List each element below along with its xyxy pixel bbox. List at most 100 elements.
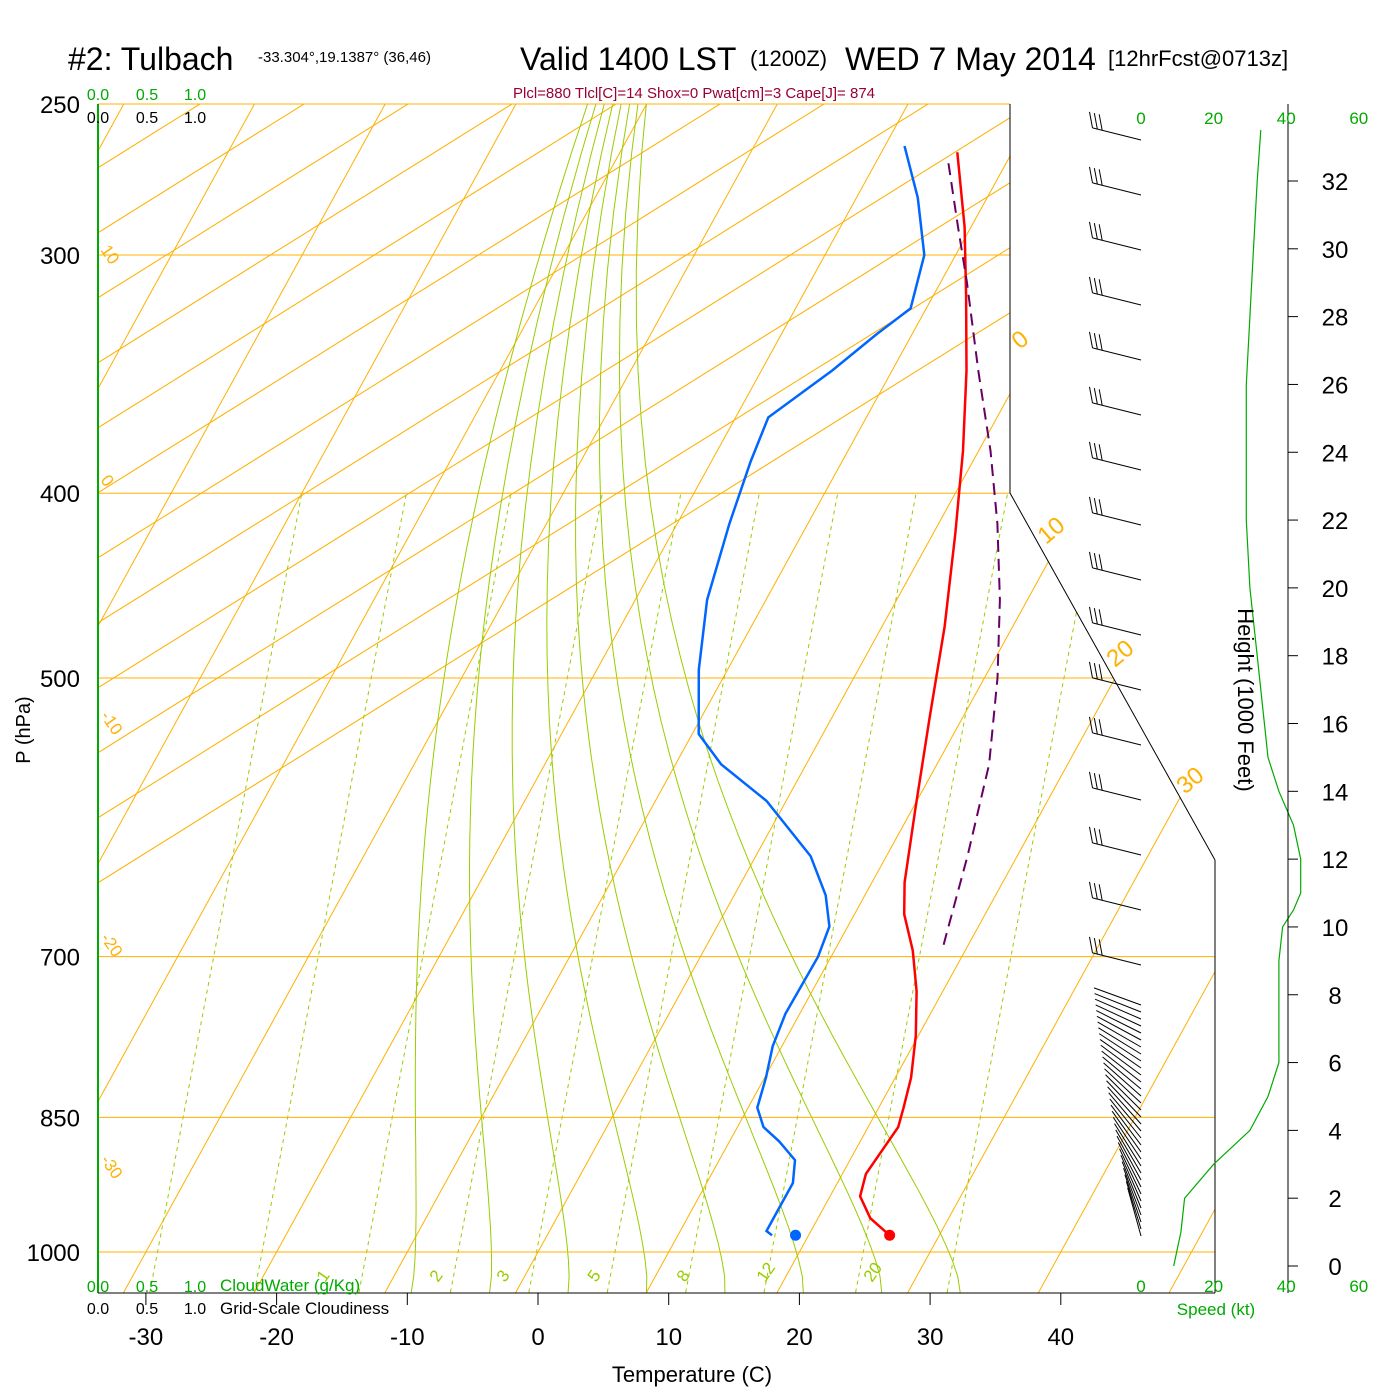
chart-title-date: WED 7 May 2014 — [845, 41, 1096, 77]
mixing-ratio-line — [358, 493, 512, 1293]
wind-barb — [1112, 1117, 1142, 1160]
height-tick-label: 20 — [1322, 576, 1349, 603]
y-axis-label: P (hPa) — [13, 696, 35, 763]
wind-barb — [1088, 716, 1142, 746]
dry-adiabat-line — [98, 104, 1049, 1293]
wind-barb — [1096, 1010, 1142, 1034]
wind-barb — [1094, 993, 1142, 1013]
cloudiness-tick-bottom: 0.5 — [136, 1301, 158, 1318]
wind-barb — [1088, 881, 1142, 911]
wind-barb — [1095, 1004, 1142, 1027]
pressure-tick-label: 250 — [40, 92, 80, 119]
parcel-profile-line — [942, 161, 1001, 945]
cloudiness-tick-top: 1.0 — [184, 110, 206, 127]
height-tick-label: 30 — [1322, 237, 1349, 264]
height-tick-label: 28 — [1322, 305, 1349, 332]
cloudwater-tick-top: 0.5 — [136, 87, 158, 104]
pressure-tick-label: 1000 — [27, 1240, 80, 1267]
cloudwater-tick-bottom: 0.5 — [136, 1279, 158, 1296]
height-tick-label: 0 — [1328, 1254, 1341, 1281]
mixing-ratio-line — [606, 493, 760, 1293]
height-tick-label: 26 — [1322, 372, 1349, 399]
isotherm-line — [904, 104, 1215, 1293]
dry-adiabat-line — [98, 104, 1153, 1293]
plot-frame — [97, 103, 1216, 1294]
cloudiness-tick-bottom: 1.0 — [184, 1301, 206, 1318]
wind-barb — [1101, 1050, 1142, 1083]
wind-barb — [1088, 606, 1142, 636]
wind-barb — [1088, 826, 1142, 856]
height-tick-label: 2 — [1328, 1186, 1341, 1213]
cloudwater-tick-top: 1.0 — [184, 87, 206, 104]
height-tick-label: 6 — [1328, 1051, 1341, 1078]
mixing-ratio-label: 8 — [673, 1267, 694, 1286]
x-tick-label: 10 — [655, 1324, 682, 1351]
wind-barb — [1109, 1098, 1142, 1139]
wind-barb — [1106, 1080, 1142, 1118]
height-tick-label: 12 — [1322, 847, 1349, 874]
chart-title-coords: -33.304°,19.1387° (36,46) — [258, 49, 431, 66]
height-tick-label: 4 — [1328, 1118, 1341, 1145]
speed-tick-top: 0 — [1136, 109, 1145, 128]
x-tick-label: -10 — [390, 1324, 425, 1351]
stability-indices: Plcl=880 Tlcl[C]=14 Shox=0 Pwat[cm]=3 Ca… — [513, 85, 875, 102]
temperature-profile-line — [858, 152, 968, 1237]
dry-adiabat-line — [98, 104, 529, 1293]
wind-barb — [1098, 1027, 1142, 1055]
x-tick-label: 30 — [917, 1324, 944, 1351]
height-tick-label: 10 — [1322, 915, 1349, 942]
wind-barb — [1115, 1129, 1142, 1174]
pressure-tick-label: 700 — [40, 945, 80, 972]
isotherm-line — [774, 104, 1215, 1293]
wind-barb — [1088, 166, 1142, 196]
dry-adiabat-label: -20 — [97, 929, 127, 960]
wind-barb — [1088, 496, 1142, 526]
x-tick-label: 0 — [531, 1324, 544, 1351]
isotherm-line — [98, 104, 261, 1293]
wind-barb — [1099, 1039, 1142, 1069]
wind-barb — [1088, 386, 1142, 416]
wind-barb — [1088, 111, 1142, 141]
wind-barb — [1107, 1086, 1142, 1125]
dewpoint-profile-line — [697, 145, 926, 1237]
mixing-ratio-label: 2 — [426, 1267, 447, 1286]
mixing-ratio-line — [449, 493, 603, 1293]
pressure-tick-label: 400 — [40, 481, 80, 508]
mixing-ratio-line — [946, 493, 1100, 1293]
sounding-profiles — [697, 145, 1001, 1241]
height-tick-label: 32 — [1322, 169, 1349, 196]
dry-adiabat-label: 10 — [97, 241, 123, 267]
isotherm-label: 30 — [1172, 762, 1210, 800]
wind-barb — [1088, 551, 1142, 581]
chart-title-valid: Valid 1400 LST — [520, 41, 736, 77]
wind-barbs — [1088, 111, 1142, 1237]
isotherm-line — [98, 104, 522, 1293]
chart-title-station: #2: Tulbach — [68, 41, 233, 77]
x-tick-label: -20 — [259, 1324, 294, 1351]
moist-adiabat-line — [575, 104, 726, 1293]
moist-adiabat-line — [511, 104, 610, 1293]
height-tick-label: 24 — [1322, 440, 1349, 467]
wind-barb — [1098, 1033, 1142, 1062]
height-axis-label: Height (1000 Feet) — [1233, 608, 1258, 791]
wind-barb — [1088, 276, 1142, 306]
wind-barb — [1100, 1044, 1142, 1076]
wind-barb — [1088, 661, 1142, 691]
x-tick-label: -30 — [129, 1324, 164, 1351]
wind-barb — [1103, 1062, 1142, 1097]
dry-adiabat-line — [98, 104, 633, 1293]
cloudiness-axis-label: Grid-Scale Cloudiness — [220, 1299, 389, 1318]
dry-adiabat-line — [0, 94, 8, 1297]
wind-barb — [1094, 998, 1142, 1020]
temperature-surface-marker — [884, 1229, 896, 1241]
wind-barb — [1116, 1135, 1142, 1181]
isotherm-line — [120, 104, 784, 1293]
wind-barb — [1111, 1110, 1142, 1153]
wind-barb — [1088, 441, 1142, 471]
cloudwater-axis-label: CloudWater (g/Kg) — [220, 1276, 360, 1295]
isotherm-line — [1166, 104, 1215, 1293]
cloudiness-tick-top: 0.5 — [136, 110, 158, 127]
wind-barb — [1117, 1142, 1142, 1188]
wind-barb — [1088, 221, 1142, 251]
